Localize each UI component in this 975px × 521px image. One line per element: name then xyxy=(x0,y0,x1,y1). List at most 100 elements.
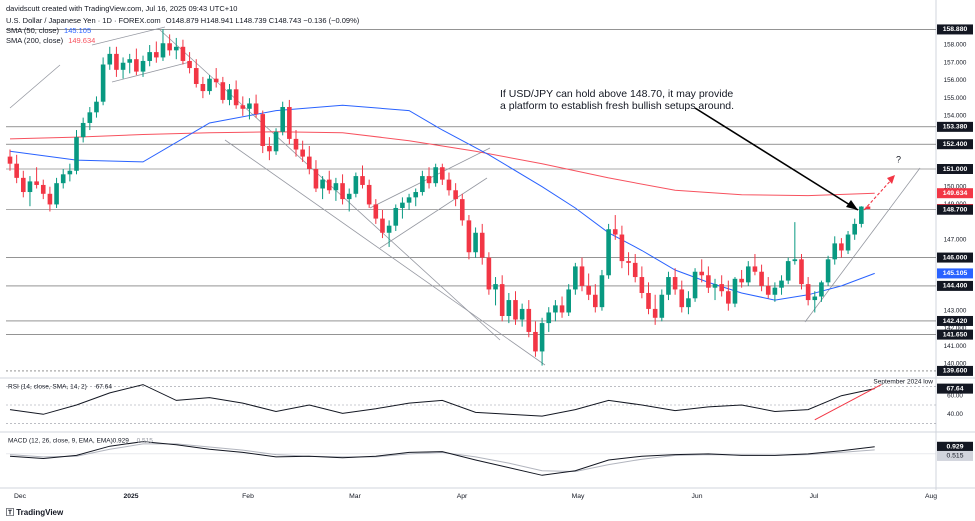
candle-body xyxy=(87,112,93,123)
candle-body xyxy=(706,275,711,288)
creator-line: davidscutt created with TradingView.com,… xyxy=(6,4,238,13)
candle-body xyxy=(333,183,339,191)
candle-body xyxy=(406,197,412,203)
candle-body xyxy=(400,202,405,208)
candle-body xyxy=(712,284,718,288)
candle-body xyxy=(373,204,379,219)
candle-body xyxy=(360,176,365,185)
candle-body xyxy=(772,287,778,295)
price-tick-label: 156.000 xyxy=(944,77,967,84)
candle-body xyxy=(21,177,26,193)
candle-body xyxy=(719,284,724,292)
candle-body xyxy=(100,64,106,102)
candle-body xyxy=(579,266,585,286)
candle-body xyxy=(539,323,545,352)
candle-body xyxy=(765,285,771,295)
candle-body xyxy=(47,193,53,205)
candle-body xyxy=(792,259,798,262)
candle-body xyxy=(227,89,232,100)
candle-body xyxy=(486,257,492,290)
price-tag-label: 145.105 xyxy=(943,270,968,277)
tv-logo-icon: 🅃 xyxy=(6,508,14,517)
level-tag xyxy=(937,164,973,175)
tradingview-logo[interactable]: 🅃 TradingView xyxy=(6,507,63,518)
candle-body xyxy=(127,59,133,63)
annotation-arrowhead xyxy=(846,200,858,210)
candle-body xyxy=(326,179,332,191)
price-tick-label: 142.000 xyxy=(944,325,967,332)
candle-body xyxy=(440,167,445,180)
time-axis-label: Aug xyxy=(925,493,937,500)
level-tag-label: 141.650 xyxy=(943,331,968,338)
candle-body xyxy=(519,308,525,320)
candle-body xyxy=(865,206,871,209)
price-tag xyxy=(937,268,973,279)
time-axis-label: Feb xyxy=(242,493,254,500)
candle-body xyxy=(380,218,385,233)
candle-body xyxy=(200,83,206,92)
question-mark: ? xyxy=(896,154,901,164)
candle-body xyxy=(413,192,419,198)
level-tag-label: 142.420 xyxy=(943,318,968,325)
candle-body xyxy=(533,331,538,352)
candle-body xyxy=(606,229,611,276)
level-tag xyxy=(937,204,973,215)
candle-body xyxy=(253,103,259,115)
time-axis-label: Apr xyxy=(457,493,468,500)
time-axis-label: Dec xyxy=(14,493,27,500)
trendline-4 xyxy=(379,177,488,249)
rsi-tick-label: 40.00 xyxy=(947,411,963,418)
candle-body xyxy=(67,170,73,175)
trendline-7 xyxy=(111,61,191,83)
candle-body xyxy=(260,114,266,146)
candle-body xyxy=(280,107,285,132)
candle-body xyxy=(213,78,219,83)
candle-body xyxy=(114,53,119,70)
candle-body xyxy=(659,294,665,318)
candle-body xyxy=(459,199,465,221)
price-tick-label: 141.000 xyxy=(944,343,967,350)
candle-body xyxy=(672,277,678,290)
candle-body xyxy=(140,60,146,72)
candle-body xyxy=(273,131,279,152)
candle-body xyxy=(74,137,79,171)
candle-body xyxy=(366,184,372,205)
candle-body xyxy=(599,275,605,308)
price-tag-label: 149.634 xyxy=(943,190,968,197)
price-tick-label: 147.000 xyxy=(944,237,967,244)
candle-body xyxy=(247,103,252,109)
candle-body xyxy=(433,167,438,184)
level-tag xyxy=(937,315,973,326)
candle-body xyxy=(852,223,857,235)
candle-body xyxy=(779,280,784,288)
candle-body xyxy=(167,43,172,51)
sma200-value: 149.634 xyxy=(68,36,96,45)
level-tag xyxy=(937,121,973,132)
sma200-legend[interactable]: SMA (200, close) 149.634 xyxy=(6,36,95,45)
candle-body xyxy=(513,300,518,320)
candle-body xyxy=(466,220,472,253)
candle-body xyxy=(60,174,66,184)
candle-body xyxy=(420,176,425,193)
annotation-line-2: a platform to establish fresh bullish se… xyxy=(500,100,735,112)
candle-body xyxy=(799,259,804,285)
sma50-legend[interactable]: SMA (50, close) 145.105 xyxy=(6,26,91,35)
annotation-line-1: If USD/JPY can hold above 148.70, it may… xyxy=(500,88,734,100)
candle-body xyxy=(679,289,685,308)
rsi-tag-label: 67.64 xyxy=(946,385,963,392)
macd-value: 0.929 xyxy=(113,438,130,445)
level-tag-label: 146.000 xyxy=(943,254,968,261)
candle-body xyxy=(646,292,651,309)
candle-body xyxy=(666,277,671,295)
projection-line xyxy=(863,177,894,211)
candle-body xyxy=(652,308,658,318)
annotation-arrow xyxy=(694,107,859,211)
candle-body xyxy=(553,305,558,313)
price-tag xyxy=(937,188,973,199)
symbol-label: U.S. Dollar / Japanese Yen · 1D · FOREX.… xyxy=(6,16,161,25)
candle-body xyxy=(526,308,532,332)
candle-body xyxy=(107,53,113,65)
candle-body xyxy=(173,46,179,51)
candle-body xyxy=(479,232,485,258)
